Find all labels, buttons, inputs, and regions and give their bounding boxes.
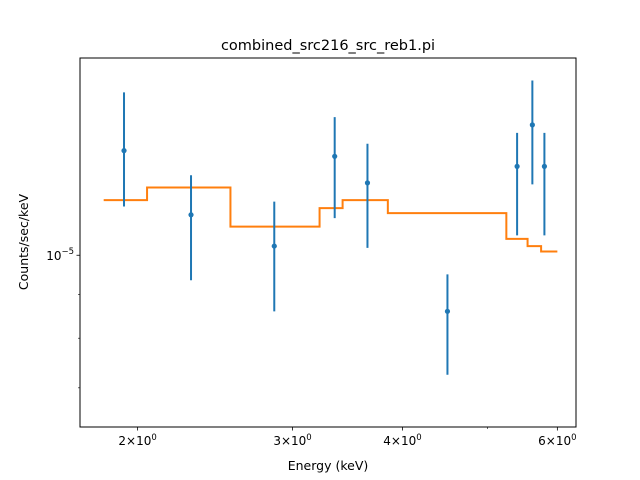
data-marker: [514, 163, 520, 169]
data-errorbar-series: [121, 80, 548, 375]
data-marker: [541, 163, 548, 169]
x-tick-label: 4×100: [383, 433, 421, 448]
x-tick-label: 2×100: [118, 433, 156, 448]
plot-frame: [79, 57, 577, 428]
data-marker: [188, 212, 194, 218]
data-marker: [121, 148, 127, 154]
data-point: [444, 274, 451, 375]
data-marker: [364, 180, 371, 186]
data-point: [364, 143, 371, 248]
data-point: [121, 92, 127, 207]
y-axis-label: Counts/sec/keV: [16, 193, 31, 290]
data-point: [529, 80, 535, 185]
model-step-line: [103, 186, 558, 253]
axis-ticks: 2×100 3×100 4×100 6×100 10−5: [46, 247, 576, 448]
data-point: [332, 117, 338, 219]
y-tick-label: 10−5: [46, 247, 74, 263]
data-marker: [332, 153, 338, 159]
x-axis-label: Energy (keV): [288, 458, 369, 473]
data-point: [188, 175, 194, 281]
data-point: [541, 132, 548, 236]
data-marker: [529, 122, 535, 128]
chart-title: combined_src216_src_reb1.pi: [221, 38, 435, 54]
data-marker: [444, 308, 451, 314]
x-tick-label: 6×100: [538, 433, 576, 448]
model-step-series: [103, 186, 558, 253]
data-marker: [271, 243, 277, 249]
x-tick-label: 3×100: [273, 433, 311, 448]
data-point: [514, 132, 520, 236]
data-point: [271, 201, 277, 312]
